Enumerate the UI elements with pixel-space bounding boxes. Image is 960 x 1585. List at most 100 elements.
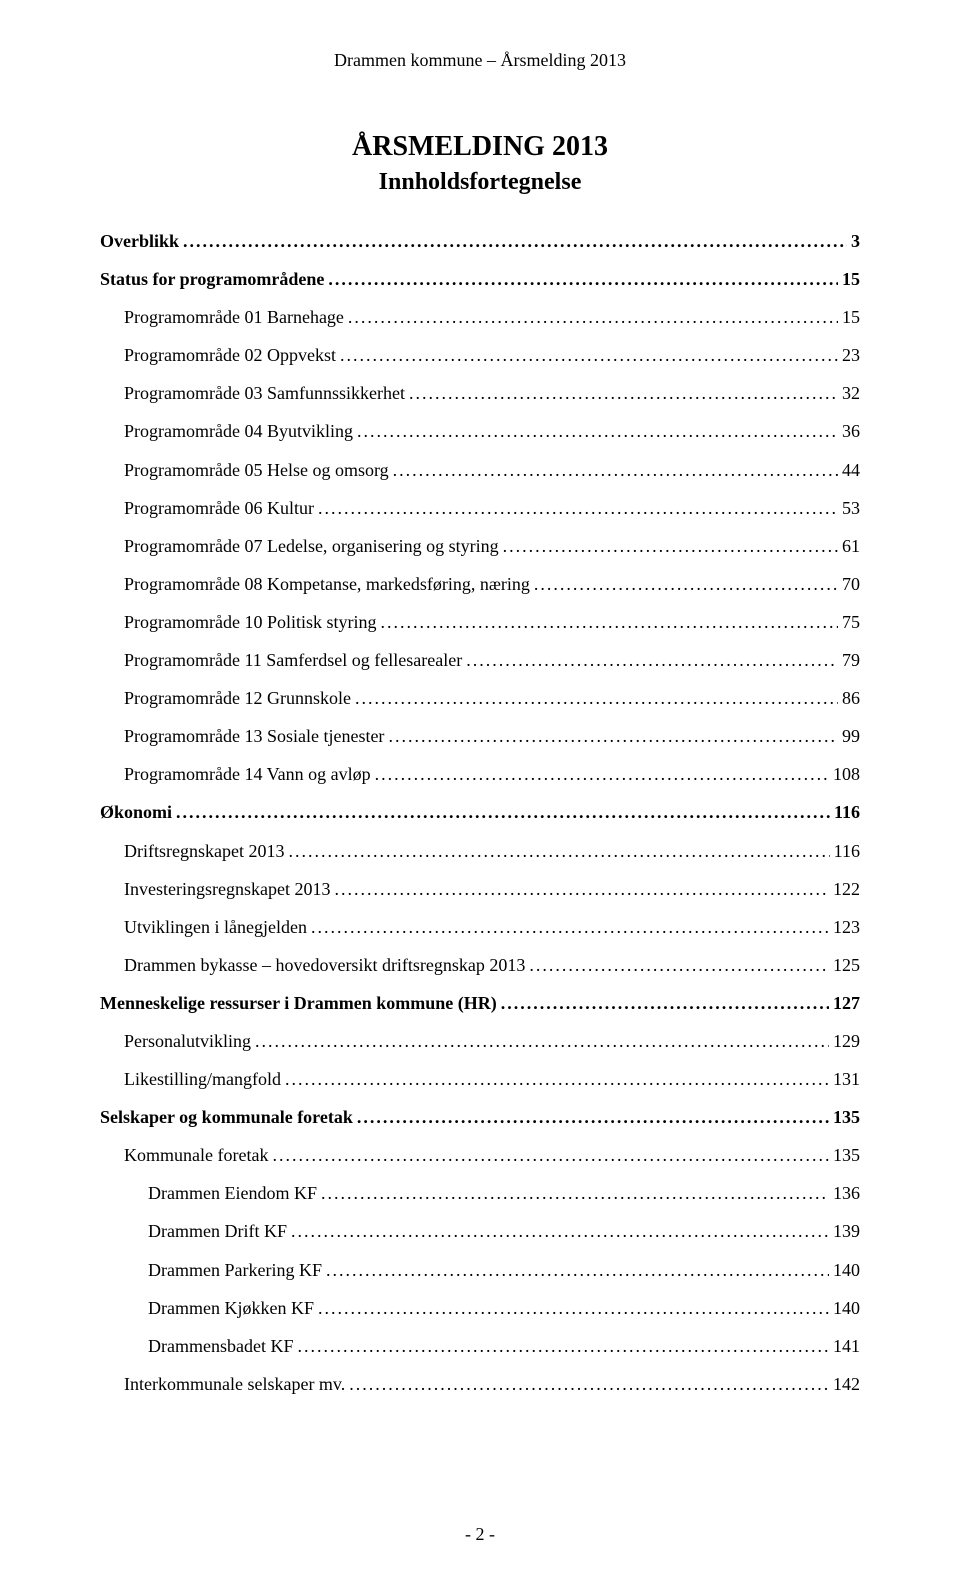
toc-leader-dots: [288, 838, 829, 864]
toc-leader-dots: [183, 228, 847, 254]
toc-entry-page: 125: [833, 952, 860, 978]
toc-entry-page: 122: [833, 876, 860, 902]
toc-entry-label: Investeringsregnskapet 2013: [124, 876, 330, 902]
toc-entry: Drammen Eiendom KF 136: [148, 1180, 860, 1206]
toc-entry: Selskaper og kommunale foretak 135: [100, 1104, 860, 1130]
toc-entry: Likestilling/mangfold 131: [124, 1066, 860, 1092]
toc-leader-dots: [409, 380, 838, 406]
toc-leader-dots: [326, 1257, 829, 1283]
toc-entry-label: Programområde 11 Samferdsel og fellesare…: [124, 647, 462, 673]
toc-entry-label: Likestilling/mangfold: [124, 1066, 281, 1092]
toc-entry-label: Interkommunale selskaper mv.: [124, 1371, 345, 1397]
toc-leader-dots: [318, 1295, 829, 1321]
toc-entry: Drammen bykasse – hovedoversikt driftsre…: [124, 952, 860, 978]
toc-entry-page: 53: [842, 495, 860, 521]
toc-entry-label: Programområde 02 Oppvekst: [124, 342, 336, 368]
toc-entry: Kommunale foretak 135: [124, 1142, 860, 1168]
toc-entry: Programområde 04 Byutvikling36: [124, 418, 860, 444]
toc-entry-page: 116: [834, 838, 860, 864]
toc-leader-dots: [393, 457, 838, 483]
toc-leader-dots: [318, 495, 838, 521]
toc-entry-label: Programområde 04 Byutvikling: [124, 418, 353, 444]
toc-entry-label: Utviklingen i lånegjelden: [124, 914, 307, 940]
table-of-contents: Overblikk3Status for programområdene15Pr…: [100, 228, 860, 1397]
toc-entry: Status for programområdene15: [100, 266, 860, 292]
document-page: Drammen kommune – Årsmelding 2013 ÅRSMEL…: [0, 0, 960, 1585]
toc-entry-page: 127: [833, 990, 860, 1016]
toc-leader-dots: [529, 952, 829, 978]
toc-entry-label: Drammen Kjøkken KF: [148, 1295, 314, 1321]
toc-entry: Programområde 06 Kultur 53: [124, 495, 860, 521]
toc-entry-label: Programområde 13 Sosiale tjenester: [124, 723, 384, 749]
toc-leader-dots: [176, 799, 830, 825]
toc-entry-page: 123: [833, 914, 860, 940]
toc-entry: Programområde 12 Grunnskole86: [124, 685, 860, 711]
toc-entry-page: 99: [842, 723, 860, 749]
toc-entry-page: 70: [842, 571, 860, 597]
toc-entry: Drammen Drift KF139: [148, 1218, 860, 1244]
toc-leader-dots: [311, 914, 829, 940]
document-title: ÅRSMELDING 2013: [100, 131, 860, 163]
toc-entry-label: Programområde 10 Politisk styring: [124, 609, 376, 635]
toc-entry: Programområde 13 Sosiale tjenester 99: [124, 723, 860, 749]
toc-entry: Programområde 01 Barnehage 15: [124, 304, 860, 330]
toc-entry: Programområde 10 Politisk styring75: [124, 609, 860, 635]
document-subtitle: Innholdsfortegnelse: [100, 169, 860, 196]
toc-entry-label: Drammen Eiendom KF: [148, 1180, 317, 1206]
toc-leader-dots: [501, 990, 829, 1016]
toc-entry-page: 135: [833, 1104, 860, 1130]
toc-entry: Programområde 14 Vann og avløp 108: [124, 761, 860, 787]
toc-entry-page: 129: [833, 1028, 860, 1054]
toc-entry-page: 15: [842, 266, 860, 292]
toc-entry: Utviklingen i lånegjelden 123: [124, 914, 860, 940]
toc-entry-page: 61: [842, 533, 860, 559]
toc-entry-page: 140: [833, 1257, 860, 1283]
toc-entry: Interkommunale selskaper mv. 142: [124, 1371, 860, 1397]
toc-entry-page: 142: [833, 1371, 860, 1397]
toc-entry-label: Programområde 12 Grunnskole: [124, 685, 351, 711]
toc-entry-label: Personalutvikling: [124, 1028, 251, 1054]
toc-entry: Programområde 03 Samfunnssikkerhet32: [124, 380, 860, 406]
toc-entry-label: Kommunale foretak: [124, 1142, 268, 1168]
page-footer: - 2 -: [0, 1524, 960, 1545]
toc-entry: Drammensbadet KF141: [148, 1333, 860, 1359]
toc-leader-dots: [375, 761, 829, 787]
toc-leader-dots: [255, 1028, 829, 1054]
toc-leader-dots: [357, 1104, 829, 1130]
toc-entry-label: Menneskelige ressurser i Drammen kommune…: [100, 990, 497, 1016]
toc-entry-page: 140: [833, 1295, 860, 1321]
toc-leader-dots: [272, 1142, 829, 1168]
toc-entry-page: 79: [842, 647, 860, 673]
toc-entry-label: Selskaper og kommunale foretak: [100, 1104, 353, 1130]
toc-entry-label: Drammen Parkering KF: [148, 1257, 322, 1283]
toc-entry-label: Programområde 06 Kultur: [124, 495, 314, 521]
toc-entry-page: 135: [833, 1142, 860, 1168]
toc-leader-dots: [348, 304, 838, 330]
toc-leader-dots: [534, 571, 838, 597]
toc-entry-label: Programområde 05 Helse og omsorg: [124, 457, 389, 483]
toc-entry-label: Programområde 07 Ledelse, organisering o…: [124, 533, 499, 559]
toc-entry: Programområde 07 Ledelse, organisering o…: [124, 533, 860, 559]
toc-leader-dots: [340, 342, 838, 368]
toc-leader-dots: [355, 685, 838, 711]
toc-leader-dots: [466, 647, 838, 673]
toc-leader-dots: [321, 1180, 829, 1206]
toc-leader-dots: [388, 723, 838, 749]
toc-entry-page: 136: [833, 1180, 860, 1206]
toc-entry-page: 116: [834, 799, 860, 825]
toc-entry-label: Programområde 14 Vann og avløp: [124, 761, 371, 787]
toc-leader-dots: [334, 876, 829, 902]
toc-entry: Programområde 02 Oppvekst23: [124, 342, 860, 368]
toc-entry-label: Programområde 01 Barnehage: [124, 304, 344, 330]
toc-entry-page: 108: [833, 761, 860, 787]
toc-entry: Menneskelige ressurser i Drammen kommune…: [100, 990, 860, 1016]
toc-leader-dots: [380, 609, 838, 635]
toc-entry: Drammen Kjøkken KF 140: [148, 1295, 860, 1321]
toc-entry: Økonomi116: [100, 799, 860, 825]
toc-entry: Driftsregnskapet 2013116: [124, 838, 860, 864]
toc-leader-dots: [285, 1066, 829, 1092]
toc-leader-dots: [297, 1333, 829, 1359]
toc-leader-dots: [503, 533, 838, 559]
toc-entry-page: 15: [842, 304, 860, 330]
toc-entry-page: 131: [833, 1066, 860, 1092]
